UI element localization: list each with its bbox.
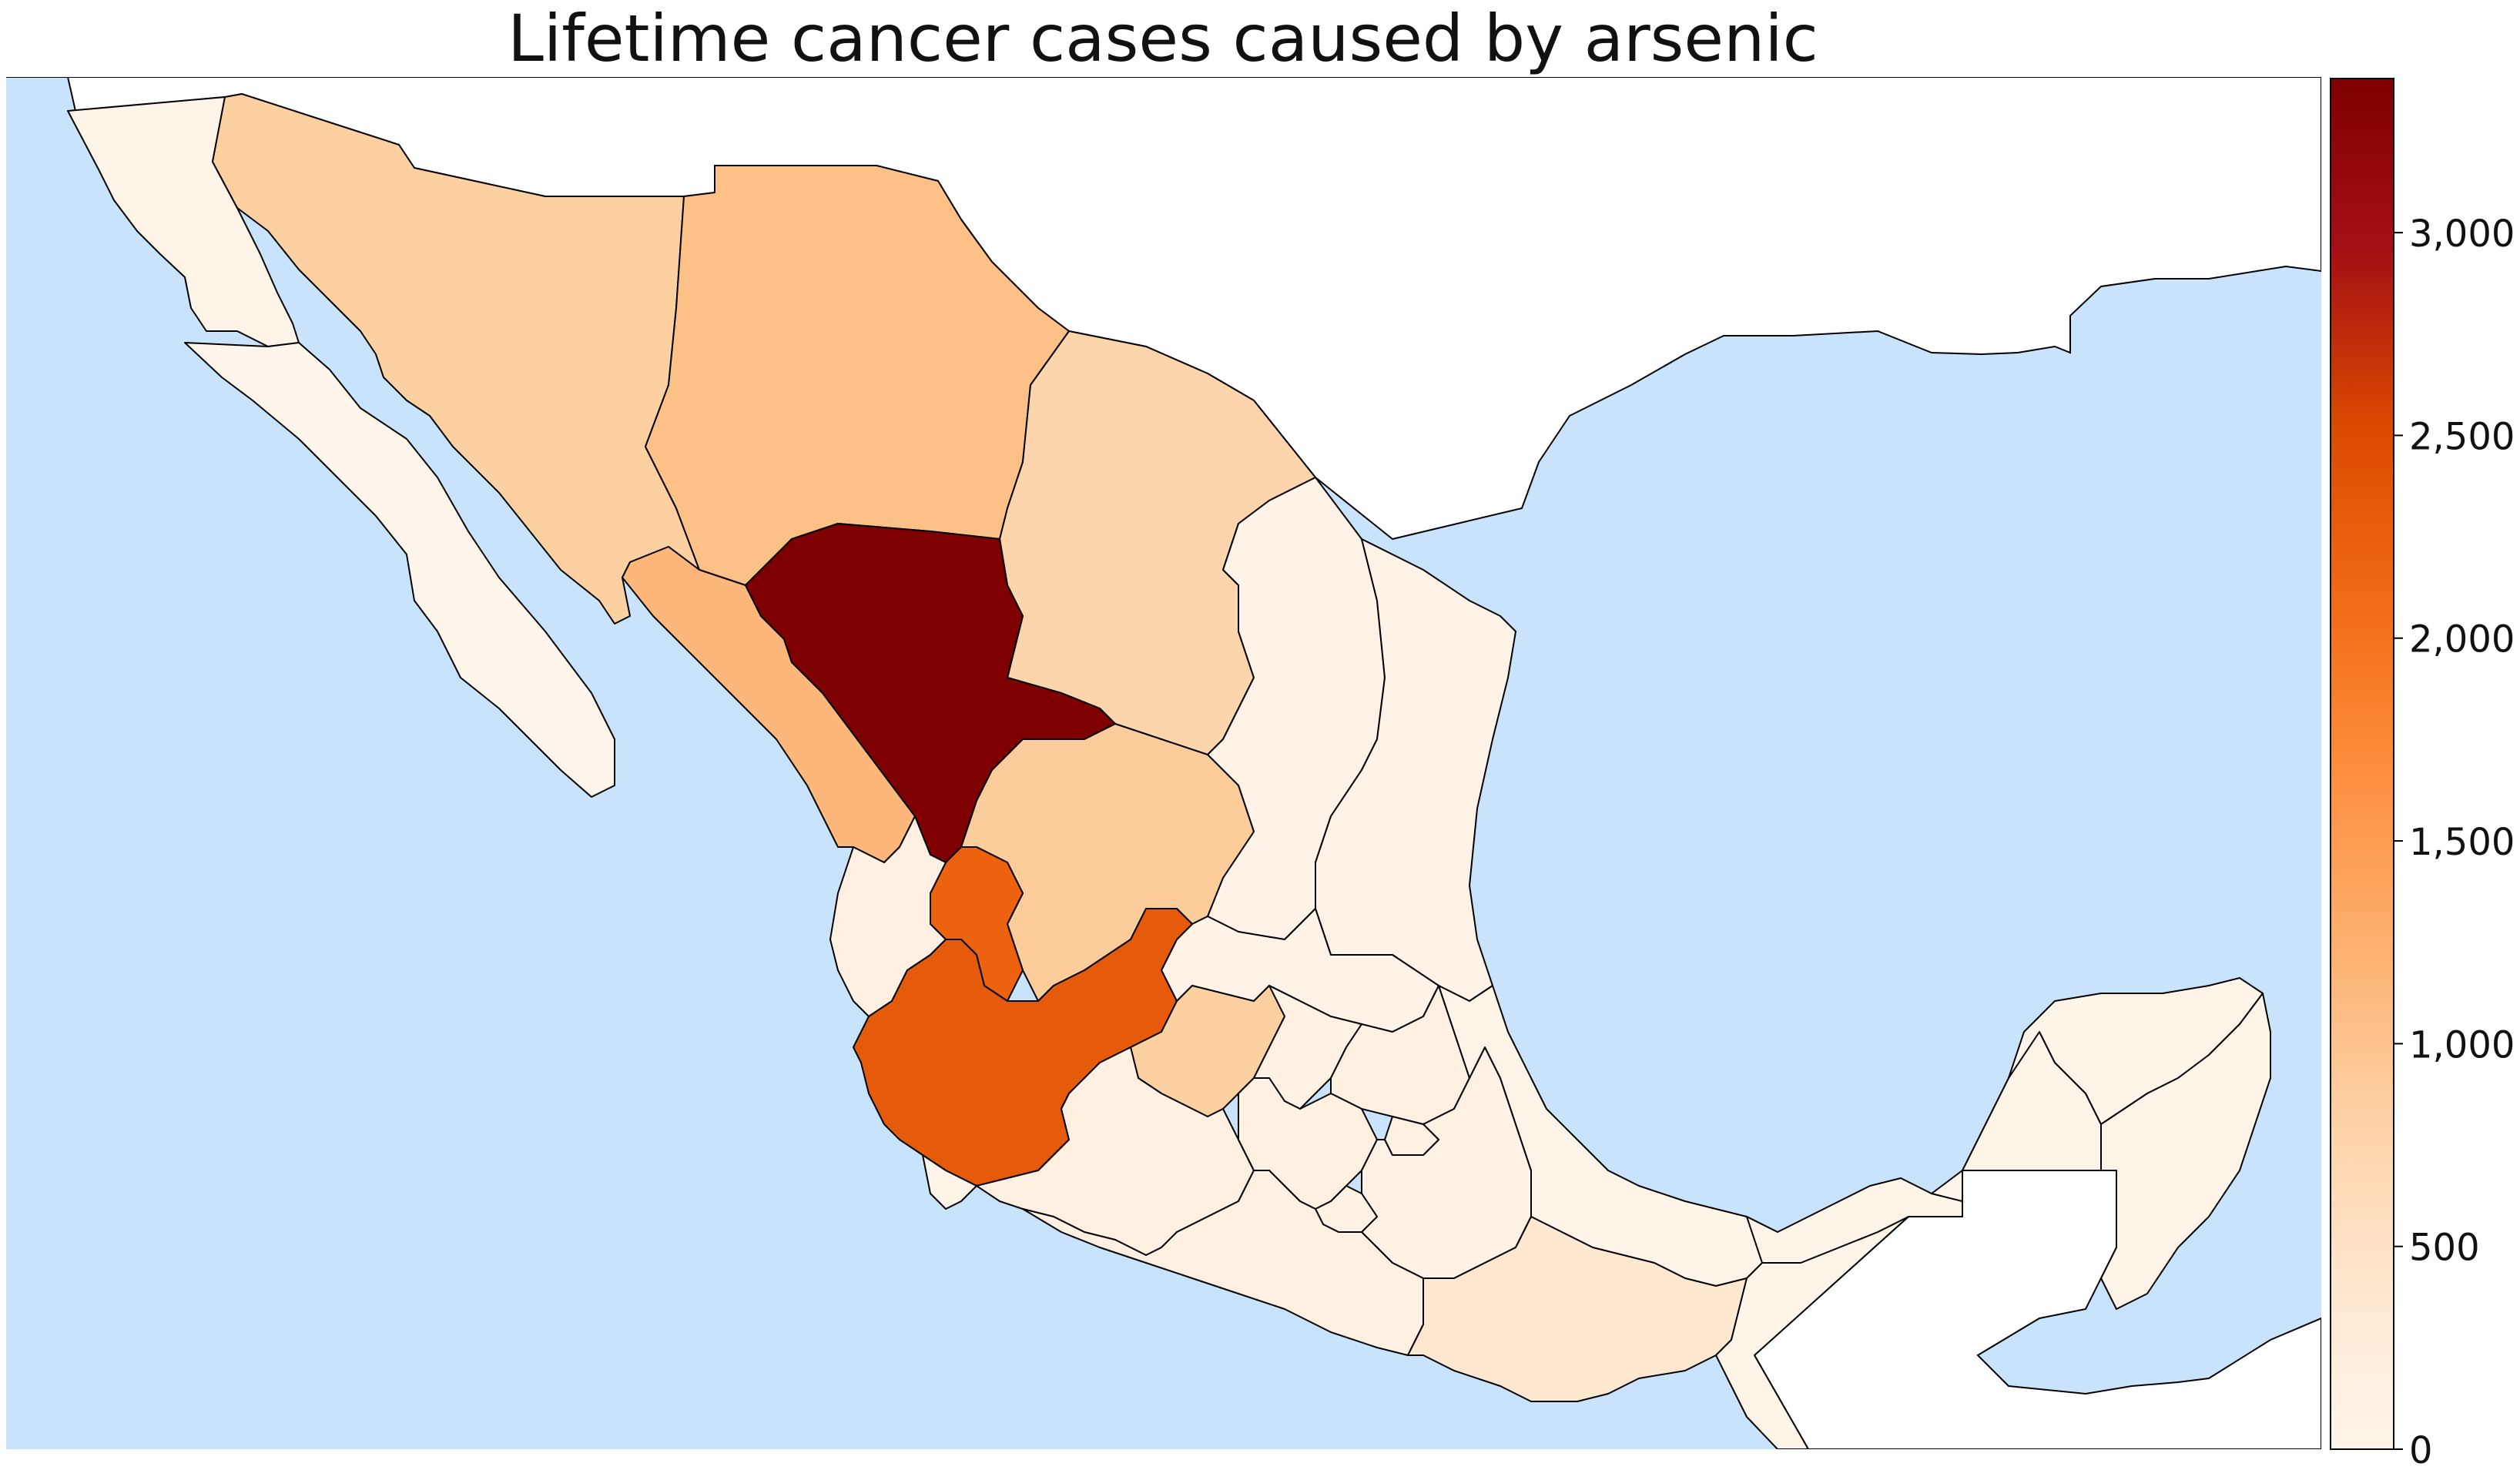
colorbar-tick-label: 2,000	[2409, 618, 2515, 661]
state-tabasco	[1746, 1177, 1963, 1264]
state-colima	[922, 1154, 977, 1210]
colorbar-tick-label: 0	[2409, 1429, 2433, 1472]
state-baja-california-sur	[184, 342, 615, 798]
state-tlaxcala	[1384, 1116, 1439, 1156]
colorbar-gradient	[2330, 78, 2394, 1450]
state-guerrero	[1022, 1170, 1424, 1356]
map-title: Lifetime cancer cases caused by arsenic	[508, 1, 1818, 76]
choropleth-map	[6, 77, 2321, 1449]
colorbar-tick-label: 1,500	[2409, 821, 2515, 864]
colorbar-tick-label: 1,000	[2409, 1023, 2515, 1066]
colorbar-tick-label: 3,000	[2409, 213, 2515, 256]
colorbar-tick-label: 500	[2409, 1227, 2480, 1270]
state-quintana-roo	[2100, 993, 2271, 1310]
colorbar-tick-label: 2,500	[2409, 415, 2515, 458]
state-queretaro	[1253, 985, 1362, 1110]
colorbar: 0 500 1,000 1,500 2,000 2,500 3,000	[2330, 78, 2515, 1472]
